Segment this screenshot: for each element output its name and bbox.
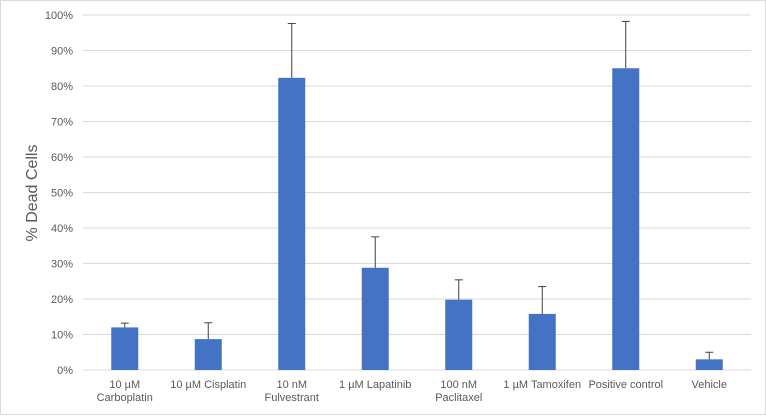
x-axis-category-labels: 10 µM Carboplatin 10 µM Cisplatin 10 nM Fulv… <box>97 379 727 404</box>
error-bar <box>454 279 463 300</box>
error-bar <box>705 351 714 360</box>
y-tick-label: 100% <box>45 10 73 22</box>
bar <box>361 267 389 370</box>
bar <box>111 327 139 370</box>
y-tick-label: 50% <box>51 188 73 200</box>
bar <box>278 77 306 371</box>
x-category-label: 10 nM Fulvestrant <box>265 379 319 404</box>
y-axis-tick-labels: 0% 10% 20% 30% 40% 50% 60% 70% 80% 90% 100% <box>45 10 73 377</box>
y-tick-label: 0% <box>57 365 73 377</box>
x-category-label: 10 µM Carboplatin <box>97 379 153 404</box>
error-bars <box>120 20 714 360</box>
y-tick-label: 40% <box>51 223 73 235</box>
bar <box>695 359 723 370</box>
y-tick-label: 10% <box>51 330 73 342</box>
y-tick-label: 70% <box>51 117 73 129</box>
error-bar <box>287 23 296 78</box>
y-tick-label: 80% <box>51 81 73 93</box>
y-tick-label: 90% <box>51 46 73 58</box>
error-bar <box>204 322 213 340</box>
x-category-label: 100 nM Paclitaxel <box>435 379 482 404</box>
y-tick-label: 30% <box>51 259 73 271</box>
x-category-label: 1 µM Lapatinib <box>339 379 411 391</box>
y-tick-label: 20% <box>51 294 73 306</box>
y-axis-title: % Dead Cells <box>24 145 41 242</box>
x-category-label: Vehicle <box>692 379 727 391</box>
bar <box>612 68 640 370</box>
x-category-label: 1 µM Tamoxifen <box>503 379 581 391</box>
error-bar <box>538 286 547 314</box>
x-category-label: Positive control <box>588 379 663 391</box>
y-tick-label: 60% <box>51 152 73 164</box>
error-bar <box>120 322 129 328</box>
bar <box>194 339 222 370</box>
error-bar <box>621 20 630 69</box>
bar <box>445 299 473 370</box>
bars <box>111 68 723 371</box>
x-category-label: 10 µM Cisplatin <box>170 379 246 391</box>
error-bar <box>371 236 380 268</box>
gridlines <box>83 14 751 371</box>
bar <box>528 313 556 370</box>
